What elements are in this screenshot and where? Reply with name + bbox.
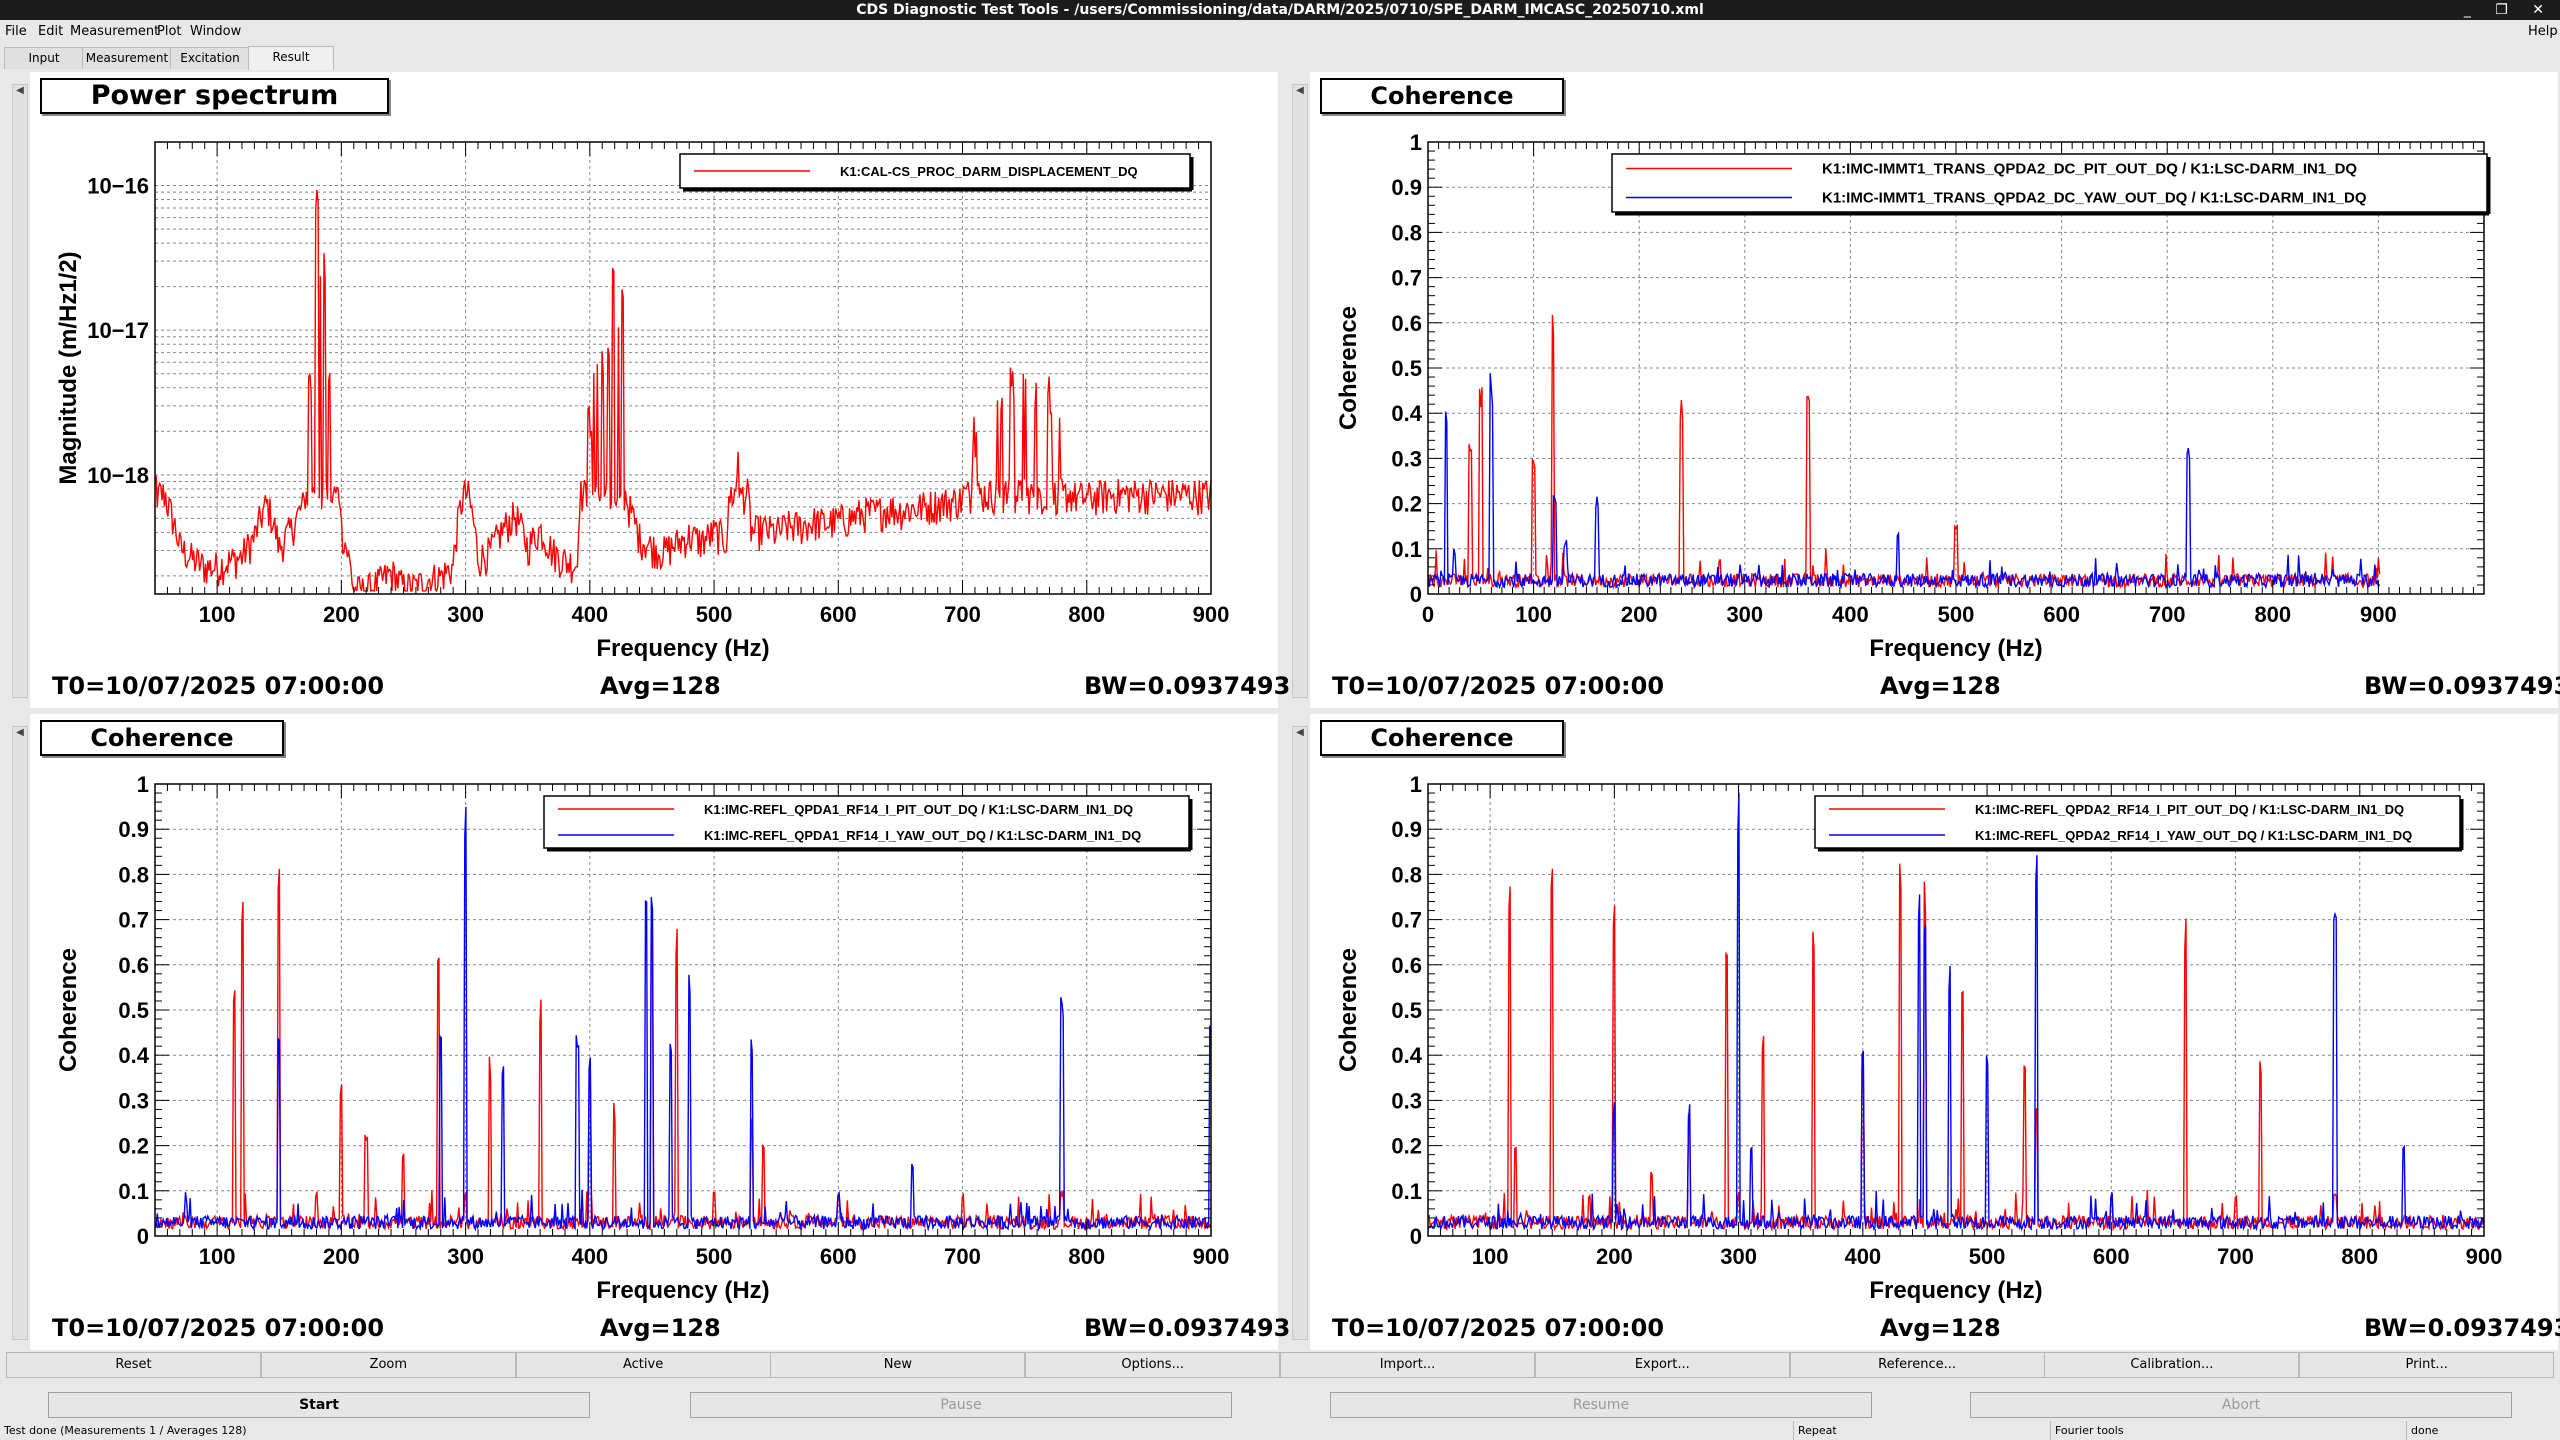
info-avg: Avg=128 [1880, 1314, 2001, 1342]
info-avg: Avg=128 [1880, 672, 2001, 700]
menu-edit[interactable]: Edit [38, 24, 64, 39]
tab-bar: Input Measurement Excitation Result [0, 46, 2560, 70]
pad-scrollbar[interactable]: ◀ [12, 84, 28, 698]
plot-button-calibration[interactable]: Calibration... [2044, 1352, 2300, 1378]
window-title: CDS Diagnostic Test Tools - /users/Commi… [856, 2, 1704, 18]
info-bw: BW=0.0937493 [2364, 1314, 2560, 1342]
scroll-left-icon[interactable]: ◀ [16, 727, 24, 738]
menu-file[interactable]: File [5, 24, 27, 39]
info-t0: T0=10/07/2025 07:00:00 [1332, 672, 1665, 700]
plot-title: Coherence [40, 720, 284, 756]
plot-button-reference[interactable]: Reference... [1789, 1352, 2045, 1378]
status-message: Test done (Measurements 1 / Averages 128… [4, 1424, 247, 1437]
status-repeat: Repeat [1793, 1421, 1837, 1440]
plot-title: Coherence [1320, 78, 1564, 114]
info-t0: T0=10/07/2025 07:00:00 [52, 1314, 385, 1342]
info-t0: T0=10/07/2025 07:00:00 [52, 672, 385, 700]
info-avg: Avg=128 [600, 1314, 721, 1342]
info-avg: Avg=128 [600, 672, 721, 700]
menu-measurement[interactable]: Measurement [70, 24, 160, 39]
menu-help[interactable]: Help [2528, 24, 2558, 39]
pause-button[interactable]: Pause [690, 1392, 1232, 1418]
status-bar: Test done (Measurements 1 / Averages 128… [0, 1421, 2560, 1440]
scroll-left-icon[interactable]: ◀ [1296, 85, 1304, 96]
menu-plot[interactable]: Plot [157, 24, 182, 39]
plot-button-options[interactable]: Options... [1025, 1352, 1281, 1378]
info-bw: BW=0.0937493 [1084, 672, 1291, 700]
plot-pad-4[interactable] [1310, 714, 2558, 1350]
scroll-left-icon[interactable]: ◀ [16, 85, 24, 96]
tab-input[interactable]: Input [4, 47, 84, 69]
plot-button-new[interactable]: New [770, 1352, 1026, 1378]
menu-bar: File Edit Measurement Plot Window Help [0, 20, 2560, 44]
pad-scrollbar[interactable]: ◀ [1292, 84, 1308, 698]
plot-button-print[interactable]: Print... [2299, 1352, 2555, 1378]
tab-excitation[interactable]: Excitation [170, 47, 250, 69]
window-controls[interactable]: _ ❐ ✕ [2463, 2, 2554, 18]
info-t0: T0=10/07/2025 07:00:00 [1332, 1314, 1665, 1342]
abort-button[interactable]: Abort [1970, 1392, 2512, 1418]
info-bw: BW=0.0937493 [2364, 672, 2560, 700]
start-button[interactable]: Start [48, 1392, 590, 1418]
menu-window[interactable]: Window [190, 24, 242, 39]
window-title-bar: CDS Diagnostic Test Tools - /users/Commi… [0, 0, 2560, 20]
pad-scrollbar[interactable]: ◀ [12, 726, 28, 1340]
tab-result[interactable]: Result [248, 46, 334, 70]
tab-measurement[interactable]: Measurement [82, 47, 172, 69]
plot-button-import[interactable]: Import... [1280, 1352, 1535, 1378]
plot-pad-2[interactable] [1310, 72, 2558, 708]
status-fourier: Fourier tools [2050, 1421, 2124, 1440]
status-state: done [2406, 1421, 2438, 1440]
scroll-left-icon[interactable]: ◀ [1296, 727, 1304, 738]
plot-title: Coherence [1320, 720, 1564, 756]
plot-pad-3[interactable] [30, 714, 1278, 1350]
pad-scrollbar[interactable]: ◀ [1292, 726, 1308, 1340]
plot-title: Power spectrum [40, 78, 389, 114]
plot-button-reset[interactable]: Reset [6, 1352, 261, 1378]
plot-pad-1[interactable] [30, 72, 1278, 708]
plot-button-export[interactable]: Export... [1534, 1352, 1790, 1378]
plot-button-zoom[interactable]: Zoom [260, 1352, 516, 1378]
resume-button[interactable]: Resume [1330, 1392, 1872, 1418]
info-bw: BW=0.0937493 [1084, 1314, 1291, 1342]
plot-button-active[interactable]: Active [515, 1352, 771, 1378]
plot-button-row: Reset Zoom Active New Options... Import... Exp… [6, 1352, 2555, 1378]
